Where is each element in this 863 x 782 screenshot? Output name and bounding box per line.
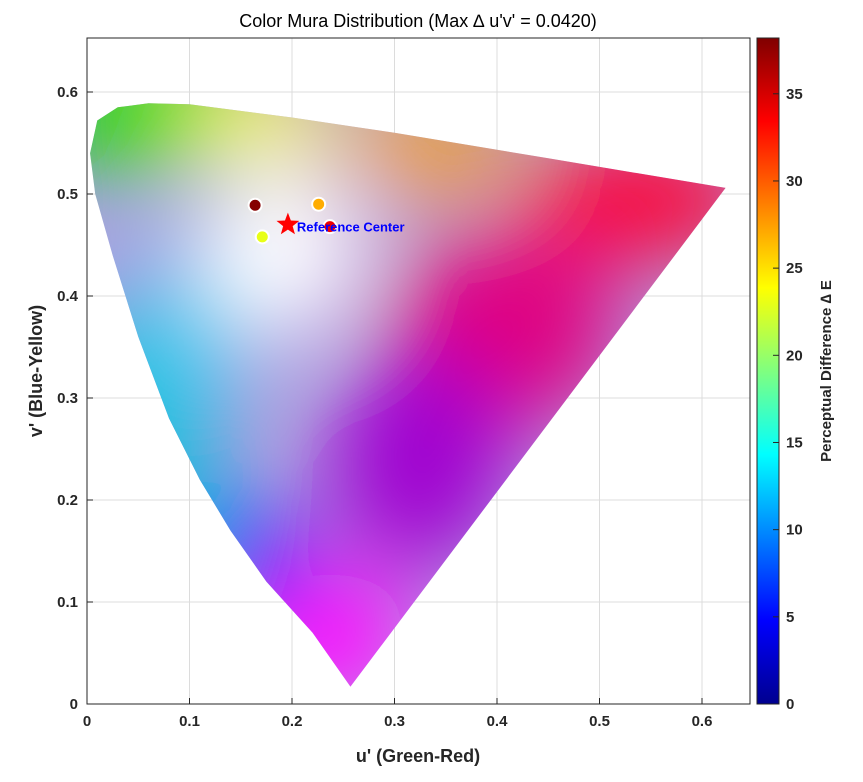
y-tick-label: 0	[70, 696, 78, 713]
x-tick-label: 0.5	[589, 713, 610, 730]
x-tick-label: 0.6	[692, 713, 713, 730]
colorbar-tick-label: 20	[786, 347, 803, 364]
mura-point	[322, 219, 338, 235]
colorbar-tick-label: 5	[786, 609, 794, 626]
reference-star-icon	[276, 212, 300, 235]
colorbar-tick-label: 10	[786, 522, 803, 539]
y-tick-label: 0.6	[57, 84, 78, 101]
x-tick-label: 0.1	[179, 713, 200, 730]
y-axis-label: v' (Blue-Yellow)	[26, 305, 46, 437]
colorbar-tick-label: 15	[786, 434, 803, 451]
colorbar-tick-label: 0	[786, 696, 794, 713]
mura-point	[311, 196, 327, 212]
y-tick-label: 0.3	[57, 390, 78, 407]
y-tick-label: 0.5	[57, 186, 78, 203]
mura-point	[247, 197, 263, 213]
axes-box	[86, 37, 751, 705]
x-tick-label: 0	[83, 713, 91, 730]
y-tick-label: 0.1	[57, 594, 78, 611]
y-tick-label: 0.4	[57, 288, 79, 305]
y-tick-label: 0.2	[57, 492, 78, 509]
x-tick-label: 0.3	[384, 713, 405, 730]
colorbar-tick-label: 35	[786, 86, 803, 103]
mura-point	[254, 229, 270, 245]
x-tick-label: 0.4	[487, 713, 509, 730]
reference-label: Reference Center	[297, 220, 405, 235]
colorbar-tick-label: 25	[786, 260, 803, 277]
colorbar-label: Perceptual Difference ∆ E	[818, 280, 835, 462]
colorbar-tick-label: 30	[786, 173, 803, 190]
chart-title: Color Mura Distribution (Max ∆ u'v' = 0.…	[239, 11, 597, 31]
x-axis-label: u' (Green-Red)	[356, 746, 480, 766]
colorbar	[756, 37, 780, 705]
x-tick-label: 0.2	[282, 713, 303, 730]
